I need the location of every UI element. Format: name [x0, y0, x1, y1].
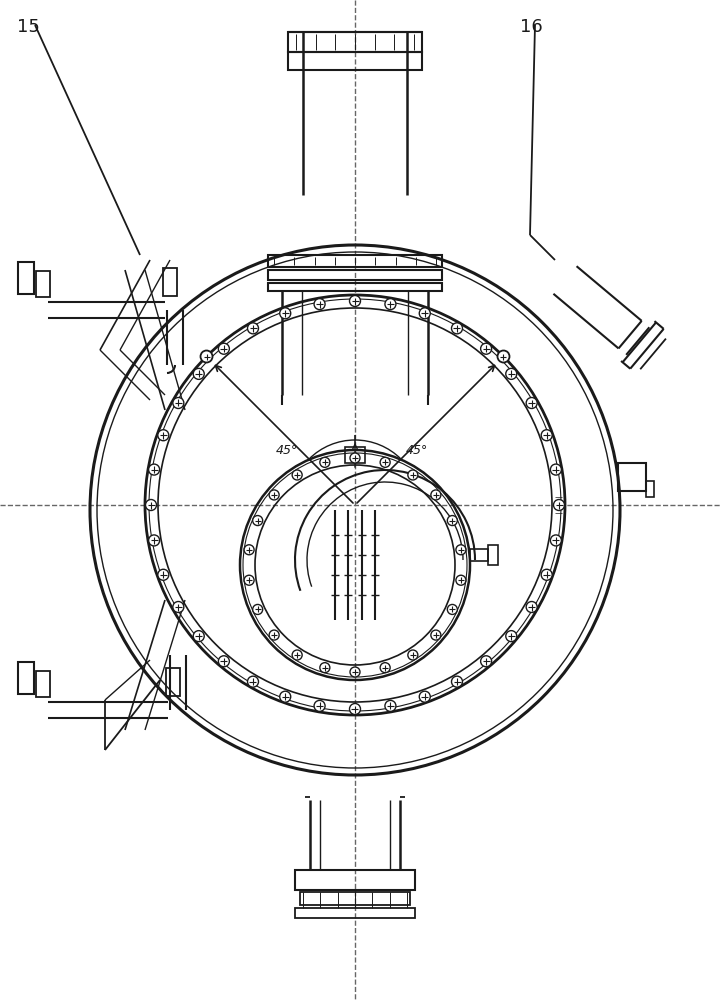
Circle shape [218, 343, 230, 354]
Bar [618, 463, 646, 491]
Circle shape [349, 296, 361, 306]
Circle shape [200, 351, 212, 363]
Circle shape [173, 601, 184, 612]
Circle shape [385, 700, 396, 711]
Circle shape [526, 397, 537, 409]
Bar [300, 892, 410, 905]
Circle shape [505, 631, 517, 642]
Circle shape [320, 663, 330, 673]
Circle shape [408, 650, 418, 660]
Circle shape [550, 535, 562, 546]
Bar [488, 545, 498, 565]
Circle shape [148, 535, 160, 546]
Circle shape [280, 308, 291, 319]
Bar [268, 255, 442, 267]
Circle shape [419, 308, 431, 319]
Circle shape [253, 516, 263, 526]
Bar [288, 52, 422, 70]
Circle shape [380, 663, 390, 673]
Circle shape [541, 569, 552, 580]
Circle shape [350, 453, 360, 463]
Text: 45°: 45° [406, 444, 428, 456]
Circle shape [158, 430, 168, 441]
Circle shape [451, 323, 462, 334]
Circle shape [456, 545, 466, 555]
Bar [18, 262, 34, 294]
Bar [345, 447, 365, 463]
Bar [163, 268, 177, 296]
Circle shape [350, 667, 360, 677]
Circle shape [148, 464, 160, 475]
Bar [288, 32, 422, 52]
Circle shape [248, 676, 258, 687]
Circle shape [280, 691, 291, 702]
Circle shape [292, 650, 302, 660]
Circle shape [526, 601, 537, 612]
Text: 45°: 45° [276, 444, 298, 456]
Circle shape [292, 470, 302, 480]
Circle shape [481, 343, 492, 354]
Circle shape [314, 700, 325, 711]
Circle shape [158, 569, 168, 580]
Circle shape [314, 299, 325, 310]
Bar [295, 870, 415, 890]
Circle shape [244, 545, 254, 555]
Text: 15: 15 [17, 18, 40, 36]
Circle shape [193, 631, 204, 642]
Circle shape [498, 351, 510, 363]
Circle shape [269, 630, 279, 640]
Circle shape [269, 490, 279, 500]
Circle shape [244, 575, 254, 585]
Circle shape [451, 676, 462, 687]
Circle shape [380, 457, 390, 467]
Circle shape [431, 630, 441, 640]
Circle shape [253, 604, 263, 614]
Bar [470, 549, 488, 561]
Circle shape [505, 368, 517, 379]
Bar [268, 270, 442, 280]
Circle shape [550, 464, 562, 475]
Circle shape [173, 397, 184, 408]
Circle shape [419, 691, 431, 702]
Circle shape [349, 704, 361, 714]
Circle shape [248, 323, 258, 334]
Bar [646, 481, 654, 497]
Circle shape [385, 299, 396, 310]
Circle shape [554, 499, 564, 511]
Bar [166, 668, 180, 696]
Circle shape [481, 656, 492, 667]
Circle shape [218, 656, 230, 667]
Circle shape [541, 430, 552, 441]
Circle shape [320, 457, 330, 467]
Bar [295, 908, 415, 918]
Circle shape [193, 368, 204, 379]
Bar [36, 671, 50, 697]
Circle shape [431, 490, 441, 500]
Circle shape [447, 516, 457, 526]
Circle shape [447, 604, 457, 614]
Bar [18, 662, 34, 694]
Bar [268, 283, 442, 291]
Circle shape [456, 575, 466, 585]
Bar [36, 271, 50, 297]
Text: 16: 16 [520, 18, 543, 36]
Circle shape [408, 470, 418, 480]
Circle shape [145, 499, 156, 510]
